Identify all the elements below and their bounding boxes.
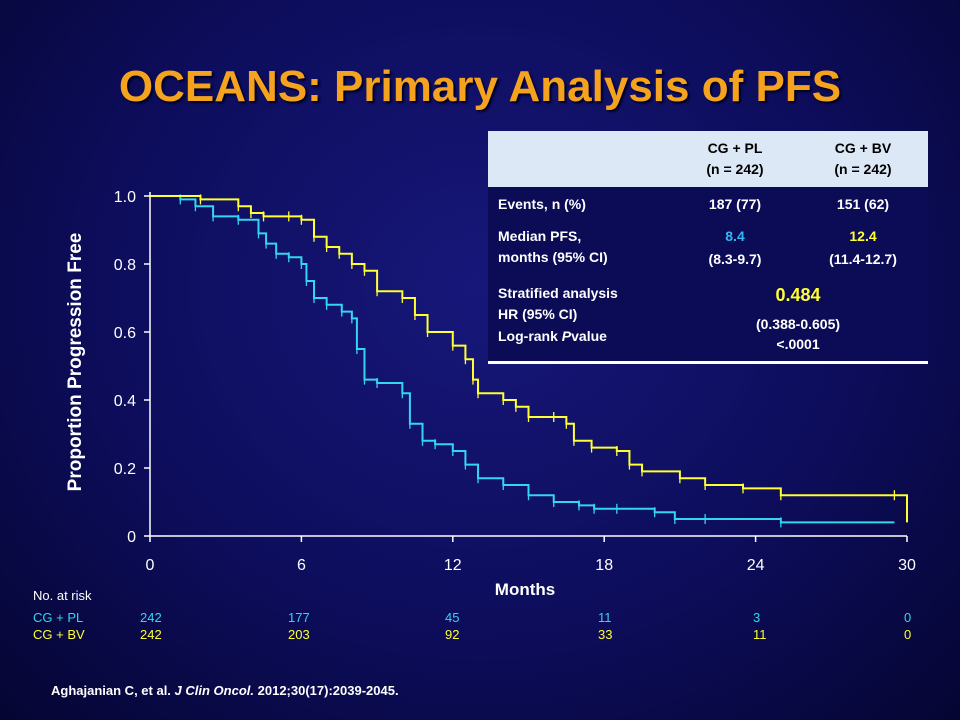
col2-header-n: (n = 242) <box>834 161 892 177</box>
events-cg-bv: 151 (62) <box>836 196 890 212</box>
y-tick-label: 1.0 <box>114 189 136 206</box>
p-value: <.0001 <box>776 336 820 352</box>
x-axis-label: Months <box>494 580 556 599</box>
risk-cell: 11 <box>598 610 612 625</box>
risk-table-title: No. at risk <box>33 588 92 603</box>
risk-cell: 33 <box>598 627 613 642</box>
x-tick-label: 18 <box>595 557 613 574</box>
row-hr-label-3: Log-rank Pvalue <box>498 328 607 344</box>
y-axis-label: Proportion Progression Free <box>65 232 86 492</box>
y-tick-label: 0.4 <box>114 393 136 410</box>
col1-header-name: CG + PL <box>707 140 763 156</box>
results-table: CG + PL (n = 242) CG + BV (n = 242) Even… <box>488 131 928 364</box>
y-tick-label: 0.2 <box>114 461 136 478</box>
risk-row-cg-bv: CG + BV 242 203 92 33 11 0 <box>0 627 960 643</box>
col2-header-name: CG + BV <box>834 140 892 156</box>
col1-header-n: (n = 242) <box>706 161 764 177</box>
risk-row-cg-pl: CG + PL 242 177 45 11 3 0 <box>0 610 960 626</box>
x-tick-label: 24 <box>747 557 765 574</box>
x-tick-label: 30 <box>898 557 916 574</box>
hr-value: 0.484 <box>775 285 821 305</box>
x-tick-label: 6 <box>297 557 306 574</box>
risk-cell: 11 <box>753 627 767 642</box>
row-events-label: Events, n (%) <box>498 196 586 212</box>
citation: Aghajanian C, et al. J Clin Oncol. 2012;… <box>51 683 399 698</box>
slide-title: OCEANS: Primary Analysis of PFS <box>118 62 842 111</box>
events-cg-pl: 187 (77) <box>708 196 762 212</box>
risk-cell: 242 <box>140 627 162 642</box>
table-header: CG + PL (n = 242) CG + BV (n = 242) <box>488 131 928 187</box>
y-tick-label: 0.8 <box>114 257 136 274</box>
row-hr-label-1: Stratified analysis <box>498 285 618 301</box>
risk-row-label: CG + BV <box>33 627 85 642</box>
row-median-label-1: Median PFS, <box>498 228 582 244</box>
x-tick-label: 0 <box>146 557 155 574</box>
median-ci-cg-bv: (11.4-12.7) <box>829 251 897 267</box>
risk-cell: 177 <box>288 610 310 625</box>
risk-cell: 0 <box>904 627 912 642</box>
hr-ci: (0.388-0.605) <box>755 316 841 332</box>
median-cg-bv: 12.4 <box>849 228 877 244</box>
row-hr-label-2: HR (95% CI) <box>498 306 578 322</box>
risk-cell: 242 <box>140 610 162 625</box>
risk-cell: 92 <box>445 627 460 642</box>
risk-row-label: CG + PL <box>33 610 84 625</box>
risk-cell: 0 <box>904 610 912 625</box>
risk-cell: 3 <box>753 610 761 625</box>
median-cg-pl: 8.4 <box>725 228 745 244</box>
y-tick-label: 0 <box>127 529 136 546</box>
row-median-label-2: months (95% CI) <box>498 249 608 265</box>
risk-cell: 45 <box>445 610 460 625</box>
y-tick-label: 0.6 <box>114 325 136 342</box>
x-tick-label: 12 <box>444 557 462 574</box>
risk-cell: 203 <box>288 627 310 642</box>
median-ci-cg-pl: (8.3-9.7) <box>708 251 762 267</box>
